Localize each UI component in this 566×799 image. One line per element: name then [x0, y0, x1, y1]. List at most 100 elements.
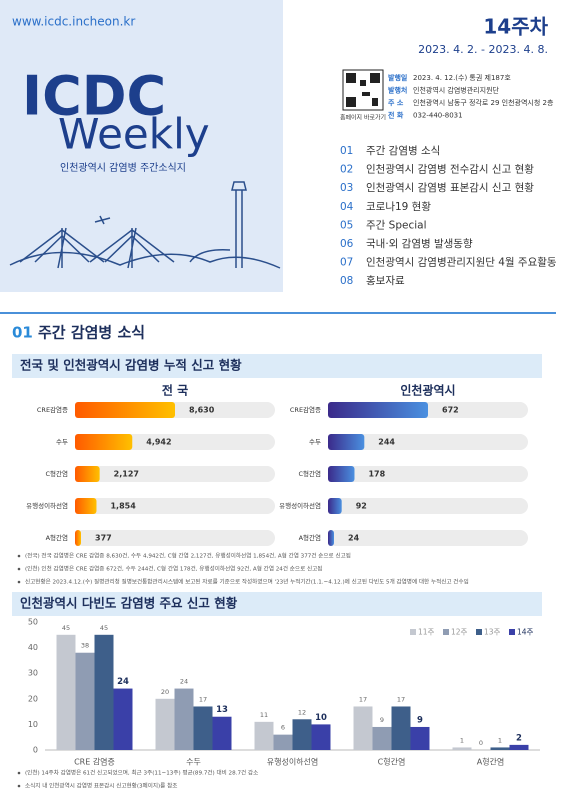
- info-label: 발행일: [388, 73, 407, 82]
- bar-track: [75, 498, 275, 514]
- toc-number: 02: [340, 164, 353, 176]
- value-label: 17: [359, 695, 367, 703]
- toc-number: 06: [340, 238, 354, 250]
- toc-number: 07: [340, 257, 353, 269]
- value-label: 9: [417, 715, 423, 725]
- toc-number: 04: [340, 201, 354, 213]
- bar: [328, 434, 365, 450]
- bar: [353, 706, 373, 750]
- value-label: 92: [356, 502, 367, 511]
- bar: [212, 716, 232, 750]
- category-label: C형간염: [46, 469, 68, 478]
- bar: [75, 402, 175, 418]
- value-label: 24: [117, 677, 129, 687]
- category-label: 유행성이하선염: [26, 501, 68, 510]
- toc-item: 국내·외 감염병 발생동향: [366, 238, 473, 250]
- value-label: 2,127: [114, 470, 139, 479]
- value-label: 10: [315, 713, 327, 723]
- category-label: A형간염: [299, 533, 321, 542]
- value-label: 4,942: [146, 438, 171, 447]
- toc-item: 주간 Special: [366, 219, 427, 231]
- value-label: 672: [442, 406, 459, 415]
- bar: [410, 726, 430, 750]
- toc-item: 홍보자료: [366, 274, 405, 287]
- value-label: 178: [368, 470, 385, 479]
- toc-item: 주간 감염병 소식: [366, 145, 440, 157]
- bar: [56, 634, 76, 750]
- value-label: 0: [479, 739, 483, 747]
- bar: [328, 402, 428, 418]
- bar: [75, 530, 81, 546]
- y-tick-label: 50: [28, 618, 38, 627]
- toc-number: 08: [340, 275, 353, 287]
- toc-item: 인천광역시 감염병관리지원단 4월 주요활동: [366, 256, 557, 269]
- qr-caption: 홈페이지 바로가기: [340, 114, 386, 122]
- bar-track: [328, 434, 528, 450]
- note: (전국) 전국 감염병은 CRE 감염증 8,630건, 수두 4,942건, …: [25, 552, 351, 560]
- x-tick-label: A형간염: [477, 757, 505, 767]
- value-label: 17: [199, 695, 207, 703]
- bar: [311, 724, 331, 750]
- value-label: 8,630: [189, 406, 215, 415]
- category-label: CRE감염증: [37, 406, 68, 414]
- chart-title: 인천광역시: [400, 383, 455, 398]
- bar: [174, 688, 194, 750]
- value-label: 45: [62, 624, 70, 632]
- bar: [75, 498, 97, 514]
- value-label: 244: [378, 438, 395, 447]
- bar: [509, 744, 529, 750]
- logo: ICDC: [22, 65, 166, 128]
- url[interactable]: www.icdc.incheon.kr: [12, 15, 135, 29]
- info-value: 2023. 4. 12.(수) 통권 제187호: [413, 74, 511, 82]
- qr-code[interactable]: [342, 69, 384, 111]
- toc-item: 인천광역시 감염병 표본감시 신고 현황: [366, 182, 534, 194]
- bar: [75, 652, 95, 750]
- bar-track: [328, 466, 528, 482]
- bar: [328, 498, 342, 514]
- subheader-bg: [12, 354, 542, 378]
- value-label: 20: [161, 688, 169, 696]
- bar: [452, 747, 472, 750]
- bar-track: [75, 466, 275, 482]
- x-tick-label: 수두: [186, 758, 201, 767]
- x-tick-label: 유행성이하선염: [267, 757, 319, 767]
- note: 소식지 내 인천광역시 감염병 표본감시 신고현황(3페이지)를 참조: [25, 782, 177, 790]
- subheader-bg: [12, 592, 542, 616]
- section-number: 01: [12, 324, 33, 342]
- x-tick-label: C형간염: [378, 757, 406, 767]
- y-tick-label: 20: [28, 694, 38, 703]
- subheader: 인천광역시 다빈도 감염병 주요 신고 현황: [20, 596, 238, 611]
- value-label: 13: [216, 705, 228, 715]
- bar: [113, 688, 133, 750]
- subtitle: 인천광역시 감염병 주간소식지: [60, 162, 186, 174]
- y-tick-label: 30: [28, 669, 38, 678]
- bar-track: [328, 498, 528, 514]
- bullet: [17, 771, 21, 775]
- legend-label: 12주: [451, 628, 468, 637]
- category-label: 유행성이하선염: [279, 501, 321, 510]
- bar-track: [328, 530, 528, 546]
- legend-swatch: [410, 629, 416, 635]
- value-label: 45: [100, 624, 108, 632]
- legend-label: 14주: [517, 628, 534, 637]
- y-tick-label: 40: [28, 643, 38, 652]
- bar: [328, 530, 334, 546]
- value-label: 1: [498, 736, 502, 744]
- legend-label: 13주: [484, 628, 501, 637]
- toc-number: 05: [340, 219, 353, 231]
- subheader: 전국 및 인천광역시 감염병 누적 신고 현황: [20, 358, 242, 373]
- illustration: [9, 181, 281, 269]
- x-tick-label: CRE 감염증: [74, 757, 115, 767]
- value-label: 1: [460, 736, 464, 744]
- value-label: 38: [81, 642, 89, 650]
- bar-track: [75, 530, 275, 546]
- bar: [75, 434, 133, 450]
- category-label: 수두: [56, 438, 68, 446]
- logo-sub: Weekly: [58, 110, 210, 159]
- toc-item: 코로나19 현황: [366, 201, 431, 213]
- category-label: CRE감염증: [290, 406, 321, 414]
- value-label: 11: [260, 711, 268, 719]
- bar: [254, 721, 274, 750]
- y-tick-label: 10: [28, 720, 38, 729]
